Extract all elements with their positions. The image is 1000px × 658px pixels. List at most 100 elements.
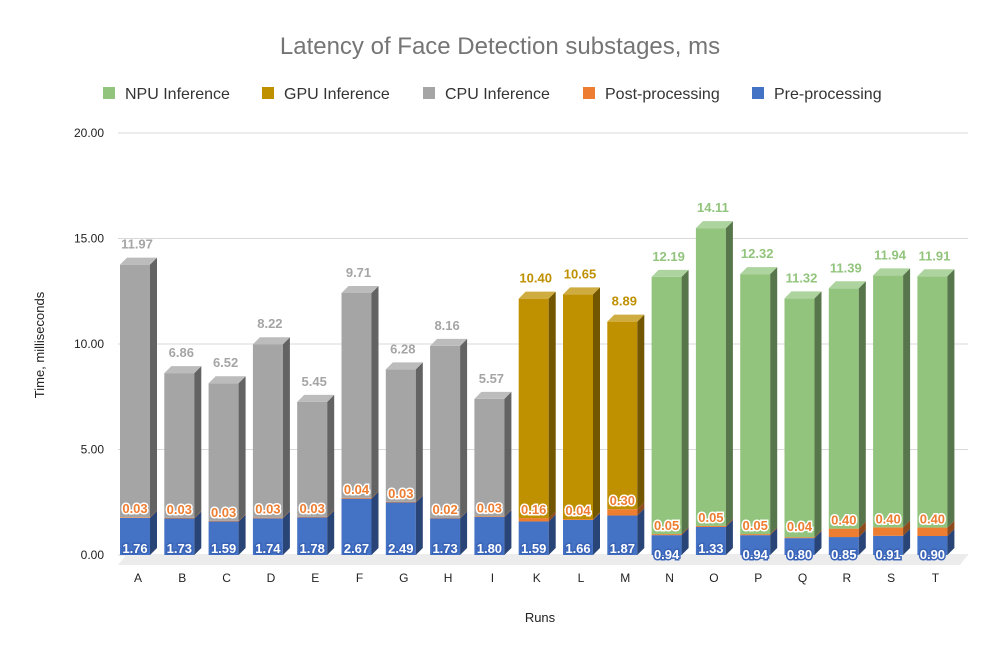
bar-segment	[607, 509, 638, 516]
bar-top	[341, 285, 379, 293]
bar-top	[873, 268, 911, 276]
data-label-post: 0.03	[300, 501, 325, 516]
data-label-post: 0.03	[255, 502, 280, 517]
bar-segment	[695, 228, 726, 526]
data-label-inference: 8.89	[612, 294, 637, 309]
bar-segment	[341, 498, 372, 555]
x-tick-label: S	[887, 571, 895, 585]
y-tick-label: 15.00	[74, 232, 104, 246]
bar-segment	[695, 525, 726, 527]
bar-segment-side	[327, 509, 335, 518]
bar-segment	[828, 528, 859, 538]
data-label-post: 0.03	[477, 500, 502, 515]
bar-top	[518, 291, 556, 299]
x-tick-label: E	[311, 571, 319, 585]
data-label-inference: 12.19	[652, 249, 685, 264]
bar-segment-side	[504, 510, 512, 555]
data-label-post: 0.02	[432, 502, 457, 517]
data-label-pre: 1.73	[167, 541, 192, 556]
bar-top	[120, 257, 157, 265]
x-tick-label: K	[533, 571, 541, 585]
bar-segment	[784, 538, 815, 555]
bar-segment	[740, 535, 771, 555]
bar-segment-side	[903, 520, 911, 536]
bar-segment	[873, 527, 904, 536]
data-label-pre: 1.59	[521, 541, 546, 556]
bar-segment	[164, 373, 195, 518]
y-tick-label: 20.00	[74, 126, 104, 140]
bar-segment-side	[903, 528, 911, 555]
bar-segment	[784, 537, 815, 539]
legend-label: Post-processing	[605, 86, 720, 103]
bar-segment	[385, 369, 416, 502]
bar-segment	[563, 519, 593, 555]
bar-segment-side	[637, 502, 645, 516]
bar-segment	[297, 516, 328, 518]
bar-segment	[607, 321, 638, 510]
bar-segment-side	[460, 511, 468, 519]
x-axis-label: Runs	[525, 610, 556, 625]
bar-segment-side	[282, 511, 290, 555]
legend-swatch	[583, 87, 595, 99]
bar-segment-side	[593, 512, 600, 520]
data-label-pre: 1.87	[610, 541, 635, 556]
data-label-inference: 10.65	[564, 266, 597, 281]
bar-segment-side	[415, 495, 423, 555]
legend-label: Pre-processing	[774, 86, 882, 103]
bar-segment-side	[681, 269, 689, 535]
bar-segment	[164, 518, 195, 555]
bar-segment-side	[371, 491, 379, 555]
bar-segment	[474, 517, 505, 555]
data-label-post: 0.16	[521, 502, 546, 517]
data-label-post: 0.05	[743, 518, 768, 533]
bar-segment	[651, 534, 682, 536]
x-tick-label: B	[178, 571, 186, 585]
bar-top	[164, 366, 202, 374]
data-label-post: 0.03	[167, 502, 192, 517]
bar-segment	[385, 502, 416, 555]
bar-segment-side	[327, 510, 335, 555]
data-label-post: 0.03	[211, 505, 236, 520]
bar-segment-side	[814, 530, 822, 539]
bar-segment-side	[637, 508, 645, 555]
bar-top	[695, 221, 733, 229]
data-label-pre: 1.33	[698, 541, 723, 556]
bar-segment-side	[770, 528, 778, 555]
x-tick-label: T	[932, 571, 940, 585]
legend-label: GPU Inference	[284, 86, 390, 103]
bar-segment-side	[238, 376, 246, 521]
data-label-inference: 11.97	[121, 237, 153, 252]
bar-segment-side	[238, 513, 246, 522]
bar-segment-side	[725, 221, 733, 526]
bar-segment-side	[194, 510, 202, 519]
bar-segment-side	[637, 314, 645, 510]
data-label-pre: 0.91	[875, 547, 900, 562]
bar-segment	[518, 518, 549, 522]
x-tick-label: Q	[798, 571, 807, 585]
bar-top	[474, 391, 512, 399]
legend-swatch	[423, 87, 435, 99]
y-tick-label: 5.00	[81, 443, 105, 457]
data-label-pre: 0.94	[743, 547, 769, 562]
data-label-post: 0.04	[565, 503, 591, 518]
x-tick-label: M	[620, 571, 630, 585]
bar-segment	[740, 534, 771, 536]
chart-title: Latency of Face Detection substages, ms	[280, 33, 720, 60]
data-label-inference: 6.28	[390, 341, 415, 356]
bar-top	[607, 314, 645, 322]
legend-swatch	[262, 87, 274, 99]
x-tick-label: N	[665, 571, 674, 585]
x-tick-label: P	[754, 571, 762, 585]
bar-segment	[474, 516, 505, 518]
bar-segment	[474, 398, 505, 517]
data-label-pre: 1.59	[211, 541, 236, 556]
x-tick-label: I	[491, 571, 494, 585]
data-label-pre: 0.80	[787, 547, 812, 562]
data-label-post: 0.05	[654, 518, 679, 533]
bar-segment-side	[858, 281, 866, 529]
data-label-inference: 10.40	[519, 271, 552, 286]
bar-segment	[695, 526, 726, 555]
bar-segment	[740, 274, 771, 535]
